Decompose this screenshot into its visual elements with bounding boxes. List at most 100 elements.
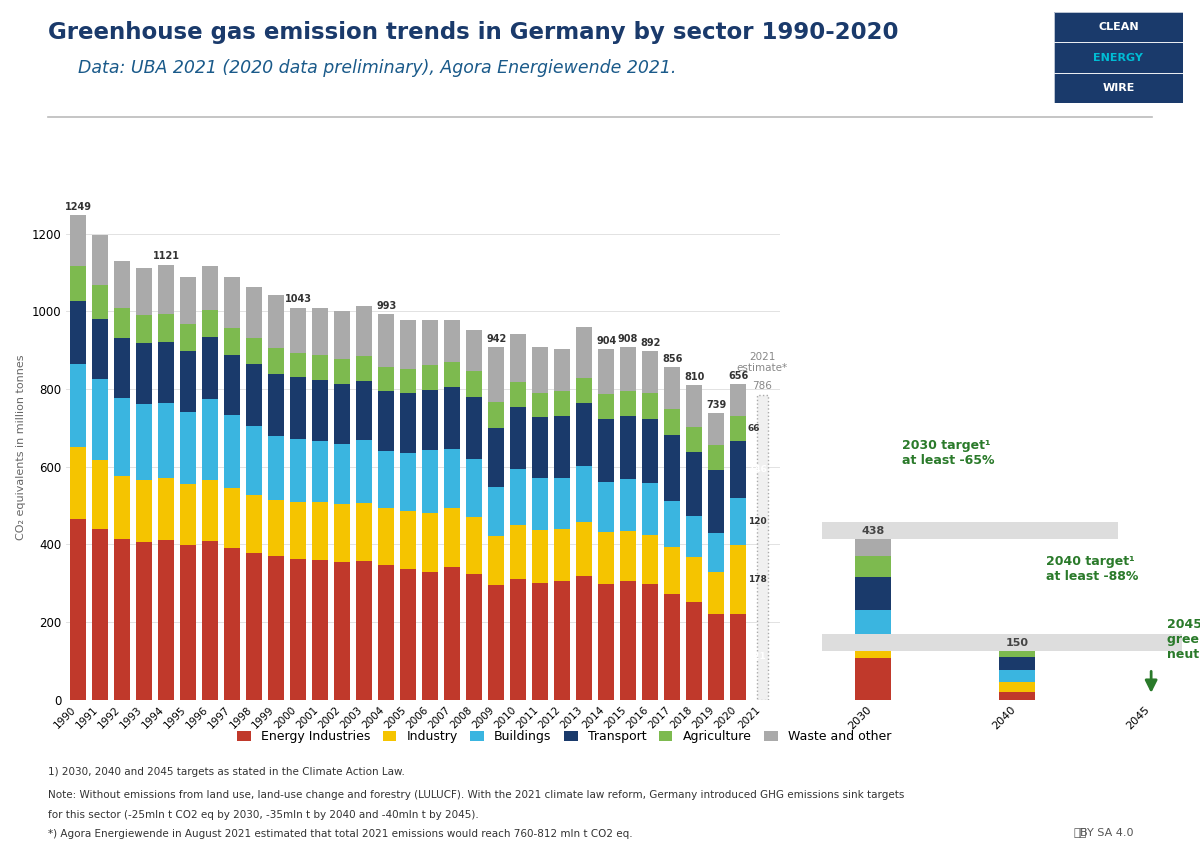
Bar [598, 349, 614, 393]
Bar [856, 658, 892, 700]
Bar [642, 483, 659, 535]
Bar [378, 508, 395, 566]
Bar [356, 503, 372, 561]
Bar [400, 393, 416, 453]
Bar [334, 562, 350, 700]
Bar [136, 404, 152, 480]
Bar [510, 334, 527, 382]
Text: CLEAN: CLEAN [1098, 22, 1139, 32]
Text: 178: 178 [748, 575, 767, 583]
Bar [598, 419, 614, 483]
Bar [620, 479, 636, 531]
Bar [334, 384, 350, 444]
Bar [1000, 671, 1036, 682]
Bar [686, 557, 702, 602]
Bar [1054, 42, 1183, 73]
Bar [202, 266, 218, 310]
Bar [268, 499, 284, 556]
Bar [664, 435, 680, 501]
Text: for this sector (-25mln t CO2 eq by 2030, -35mln t by 2040 and -40mln t by 2045): for this sector (-25mln t CO2 eq by 2030… [48, 810, 479, 820]
Text: 2045 goal¹:
greenhouse gas
neutrality: 2045 goal¹: greenhouse gas neutrality [1166, 618, 1200, 661]
Text: BY SA 4.0: BY SA 4.0 [1080, 828, 1134, 838]
Bar [686, 516, 702, 557]
Bar [312, 380, 329, 442]
Text: 1) 2030, 2040 and 2045 targets as stated in the Climate Action Law.: 1) 2030, 2040 and 2045 targets as stated… [48, 767, 404, 778]
Bar [730, 498, 746, 544]
Bar [708, 413, 725, 444]
Bar [664, 547, 680, 594]
Bar [510, 407, 527, 469]
Bar [92, 460, 108, 529]
Bar [488, 347, 504, 402]
Bar [158, 540, 174, 700]
Bar [444, 362, 461, 388]
Bar [158, 403, 174, 478]
Text: 904: 904 [596, 336, 617, 346]
Bar [488, 487, 504, 536]
Bar [422, 513, 438, 572]
Bar [620, 581, 636, 700]
Text: ENERGY: ENERGY [1093, 53, 1144, 63]
Bar [312, 561, 329, 700]
Bar [114, 309, 131, 338]
Text: 739: 739 [706, 399, 726, 410]
Bar [334, 310, 350, 359]
Bar [70, 364, 86, 448]
Bar [856, 636, 892, 658]
Bar [664, 409, 680, 435]
Bar [664, 367, 680, 409]
Bar [290, 377, 306, 438]
Bar [356, 381, 372, 440]
Text: Data: UBA 2021 (2020 data preliminary), Agora Energiewende 2021.: Data: UBA 2021 (2020 data preliminary), … [78, 59, 677, 77]
Bar [136, 315, 152, 343]
Bar [466, 574, 482, 700]
Text: 438: 438 [862, 526, 886, 536]
Text: 810: 810 [684, 372, 704, 382]
Text: WIRE: WIRE [1103, 83, 1134, 93]
Bar [246, 427, 263, 495]
Bar [312, 442, 329, 502]
Bar [532, 393, 548, 417]
Bar [532, 583, 548, 700]
Text: Note: Without emissions from land use, land-use change and forestry (LULUCF). Wi: Note: Without emissions from land use, l… [48, 790, 905, 801]
Text: 2021
estimate*: 2021 estimate* [737, 352, 788, 373]
Bar [444, 508, 461, 567]
Bar [620, 391, 636, 416]
Bar [1054, 42, 1183, 73]
Bar [378, 392, 395, 451]
Bar [510, 382, 527, 407]
Bar [70, 300, 86, 364]
Bar [488, 585, 504, 700]
Bar [598, 532, 614, 584]
Text: 892: 892 [640, 338, 660, 348]
Bar [444, 449, 461, 508]
Bar [620, 416, 636, 479]
Bar [378, 451, 395, 508]
Bar [114, 538, 131, 700]
Bar [378, 366, 395, 392]
Bar [708, 444, 725, 470]
Bar [246, 338, 263, 365]
Bar [757, 394, 768, 700]
Bar [356, 355, 372, 381]
Bar [356, 440, 372, 503]
Bar [708, 572, 725, 614]
Bar [136, 268, 152, 315]
Bar [114, 261, 131, 309]
Bar [642, 351, 659, 393]
Text: 2040 target¹
at least -88%: 2040 target¹ at least -88% [1046, 555, 1139, 583]
Text: 221: 221 [748, 652, 767, 661]
Bar [466, 371, 482, 397]
Bar [180, 412, 197, 484]
Bar [554, 391, 570, 416]
Bar [554, 581, 570, 700]
Bar [158, 478, 174, 540]
Bar [158, 265, 174, 314]
Bar [642, 583, 659, 700]
Bar [554, 416, 570, 478]
Bar [642, 393, 659, 419]
Bar [224, 488, 240, 548]
Bar [488, 428, 504, 487]
Text: 66: 66 [748, 424, 760, 433]
Bar [1000, 641, 1036, 647]
